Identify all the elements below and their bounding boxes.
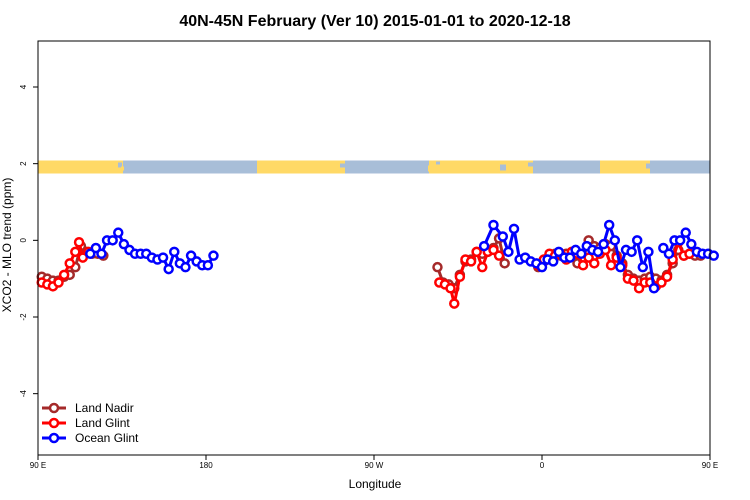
band-land <box>38 160 123 174</box>
legend-label: Land Glint <box>75 416 130 430</box>
legend-marker <box>48 432 60 444</box>
band-land <box>429 160 533 174</box>
band-speck <box>520 168 525 173</box>
data-point <box>637 261 649 273</box>
data-point <box>628 275 639 286</box>
x-axis-label: Longitude <box>349 477 402 491</box>
data-point <box>445 283 456 294</box>
data-point <box>157 252 169 263</box>
data-point <box>603 219 615 231</box>
data-point <box>471 246 482 258</box>
data-point <box>58 269 70 281</box>
band-speck <box>528 162 533 167</box>
legend-label: Ocean Glint <box>75 431 139 445</box>
band-speck <box>121 166 124 171</box>
data-point <box>488 219 499 231</box>
data-point <box>503 246 514 258</box>
data-point <box>605 260 617 271</box>
data-point <box>64 258 75 269</box>
land-mask-band <box>38 160 710 174</box>
data-point <box>449 298 460 309</box>
legend-marker <box>48 402 60 414</box>
data-point <box>592 246 604 258</box>
data-point <box>113 227 124 238</box>
data-point <box>631 235 643 246</box>
data-point <box>674 235 686 246</box>
y-axis-label: XCO2 - MLO trend (ppm) <box>0 178 14 313</box>
data-point <box>575 248 587 259</box>
data-point <box>547 256 559 267</box>
data-point <box>536 261 548 273</box>
legend-label: Land Nadir <box>75 401 134 415</box>
band-speck <box>428 165 434 172</box>
band-speck <box>470 167 478 173</box>
data-point <box>589 258 600 269</box>
data-point <box>180 261 191 273</box>
band-speck <box>634 166 640 172</box>
data-point <box>499 258 510 269</box>
x-tick-label: 90 W <box>365 461 384 470</box>
band-ocean <box>38 160 710 174</box>
data-point <box>454 271 466 282</box>
data-point <box>680 227 691 238</box>
data-point <box>493 250 505 261</box>
band-land <box>257 160 345 174</box>
series-ocean-glint <box>85 219 719 294</box>
y-axis-ticks: 4 2 0 -2 -4 <box>19 84 38 397</box>
x-tick-label: 0 <box>540 461 545 470</box>
data-point <box>626 246 637 258</box>
x-tick-label: 90 E <box>30 461 46 470</box>
series-layer <box>36 219 719 309</box>
data-point <box>497 231 509 242</box>
data-point <box>73 237 85 248</box>
band-speck <box>340 163 345 168</box>
data-point <box>70 246 81 258</box>
x-axis-ticks: 90 E 180 90 W 0 90 E <box>30 455 718 470</box>
data-point <box>163 263 174 275</box>
data-point <box>107 235 118 246</box>
data-point <box>661 271 673 282</box>
data-point <box>432 261 443 273</box>
data-point <box>663 248 675 259</box>
band-speck <box>646 163 651 169</box>
data-point <box>564 252 576 263</box>
band-land <box>600 160 650 174</box>
data-point <box>202 260 214 271</box>
y-tick-label: 0 <box>19 238 28 243</box>
data-point <box>53 277 64 288</box>
data-point <box>508 223 520 235</box>
legend-marker <box>48 417 60 429</box>
y-tick-label: 4 <box>19 84 28 89</box>
data-point <box>477 261 488 273</box>
data-point <box>169 246 180 258</box>
data-point <box>598 238 609 250</box>
x-tick-label: 180 <box>199 461 213 470</box>
data-point <box>708 250 719 261</box>
band-speck <box>118 162 122 168</box>
chart-title: 40N-45N February (Ver 10) 2015-01-01 to … <box>179 13 570 30</box>
band-speck <box>436 161 440 165</box>
data-point <box>648 283 660 294</box>
data-point <box>643 246 654 258</box>
data-point <box>577 260 589 271</box>
data-point <box>615 261 626 273</box>
y-tick-label: -2 <box>19 313 28 321</box>
data-point <box>609 235 621 246</box>
band-speck <box>500 164 506 171</box>
y-tick-label: -4 <box>19 390 28 398</box>
data-point <box>478 240 490 252</box>
data-point <box>686 238 697 250</box>
plot-frame <box>37 40 711 456</box>
data-point <box>208 250 219 261</box>
data-point <box>96 248 107 259</box>
x-tick-label: 90 E <box>702 461 718 470</box>
y-tick-label: 2 <box>19 161 28 166</box>
data-point <box>465 256 477 267</box>
